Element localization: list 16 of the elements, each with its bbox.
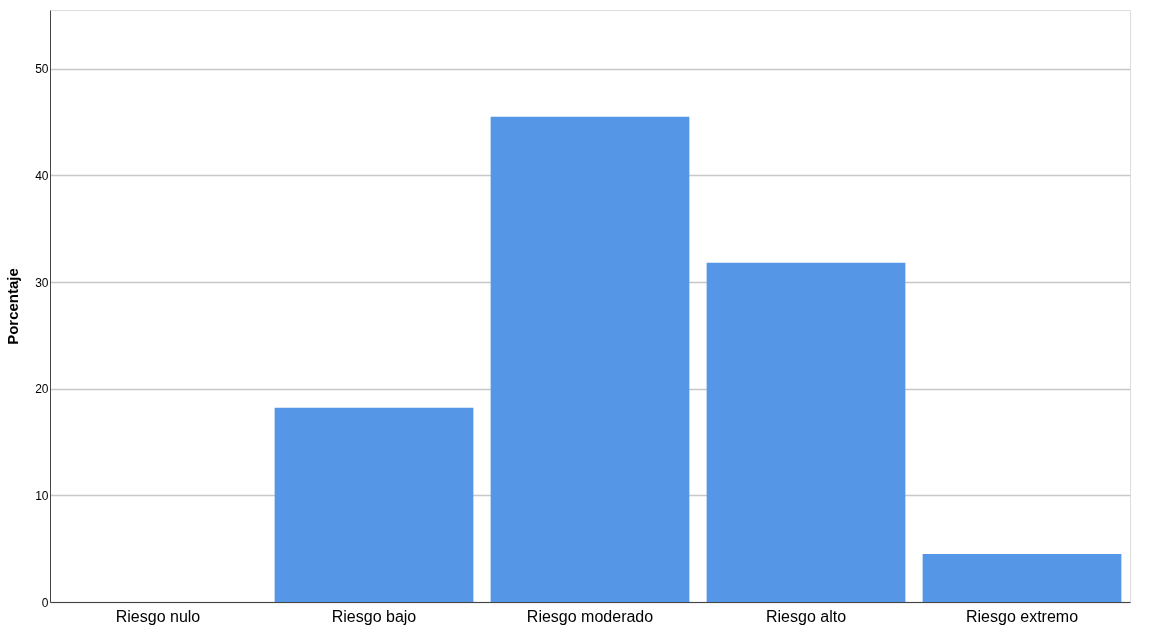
x-tick-label: Riesgo extremo [965,607,1079,625]
y-tick-label: 40 [35,168,49,183]
bar [490,116,690,602]
bar [922,554,1122,602]
y-tick-label: 30 [35,275,49,290]
y-tick-label: 10 [35,488,49,503]
y-tick-label: 0 [41,595,49,610]
x-tick-label: Riesgo moderado [526,607,654,625]
y-tick-label: 50 [35,62,49,77]
bar [706,262,906,602]
bar [274,407,474,602]
x-tick-label: Riesgo bajo [331,607,417,625]
y-axis-title: Porcentaje [4,268,22,345]
x-tick-label: Riesgo alto [765,607,847,625]
x-tick-label: Riesgo nulo [115,607,201,625]
y-tick-label: 20 [35,382,49,397]
